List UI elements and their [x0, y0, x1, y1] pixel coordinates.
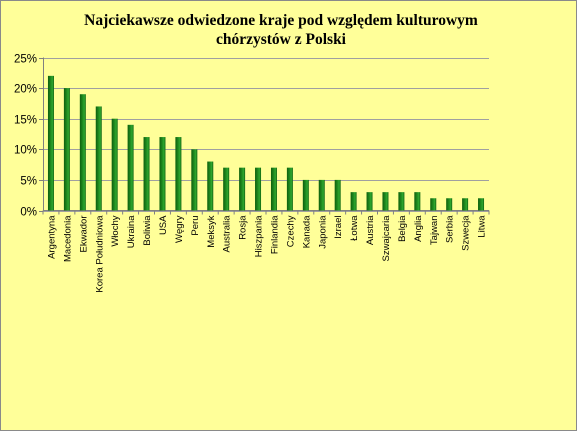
chart-title-line-1: Najciekawsze odwiedzone kraje pod względ… [84, 12, 478, 29]
x-category-label: Japonia [317, 215, 328, 249]
bar [318, 179, 325, 211]
x-category-label: Peru [190, 216, 201, 236]
bar [446, 198, 453, 211]
bar [111, 118, 118, 211]
bar [127, 124, 134, 211]
x-category-label: Litwa [477, 215, 488, 238]
x-category-label: Łotwa [349, 215, 360, 241]
y-tick-label: 5% [20, 176, 37, 188]
x-category-label: USA [158, 215, 169, 235]
y-tick-label: 0% [20, 207, 37, 219]
x-category-label: Ukraina [126, 215, 137, 248]
bar [239, 167, 246, 211]
x-category-label: Austria [365, 215, 376, 245]
bar [350, 192, 357, 211]
bar [270, 167, 277, 211]
x-category-label: Finlandia [269, 215, 280, 254]
x-category-label: Czechy [285, 215, 296, 247]
bar [143, 137, 150, 211]
x-category-label: Australia [222, 215, 233, 253]
bar [223, 167, 230, 211]
plot-area [43, 57, 489, 211]
bar [478, 198, 485, 211]
x-category-label: Włochy [110, 215, 121, 246]
bar [302, 179, 309, 211]
bar [334, 179, 341, 211]
chart-title: Najciekawsze odwiedzone kraje pod względ… [61, 11, 501, 49]
x-category-label: Boliwia [142, 215, 153, 246]
bar [366, 192, 373, 211]
y-tick-label: 15% [14, 115, 37, 127]
x-category-label: Rosja [238, 215, 249, 240]
x-category-label: Serbia [445, 215, 456, 243]
bar [191, 149, 198, 211]
x-category-label: Macedonia [62, 215, 73, 262]
chart-title-line-2: chórzystów z Polski [215, 31, 346, 48]
bar [47, 75, 54, 211]
x-category-label: Meksyk [206, 215, 217, 247]
x-category-label: Argentyna [46, 215, 57, 259]
x-category-label: Tajwan [429, 216, 440, 246]
x-category-label: Szwajcaria [381, 215, 392, 262]
bar [207, 161, 214, 211]
x-category-label: Izrael [333, 216, 344, 239]
bar [398, 192, 405, 211]
x-category-label: Anglia [413, 215, 424, 242]
bar [175, 137, 182, 211]
bar [286, 167, 293, 211]
x-category-label: Korea Południowa [94, 215, 105, 293]
bar [95, 106, 102, 211]
x-category-label: Kanada [301, 215, 312, 248]
bar [159, 137, 166, 211]
x-category-label: Belgia [397, 215, 408, 242]
x-category-label: Szwecja [461, 215, 472, 251]
bar [79, 94, 86, 211]
bar [414, 192, 421, 211]
bar [63, 88, 70, 211]
bar [430, 198, 437, 211]
bar [382, 192, 389, 211]
y-tick-label: 25% [14, 54, 37, 66]
bar [255, 167, 262, 211]
bar [462, 198, 469, 211]
x-category-label: Ekwador [78, 216, 89, 253]
y-tick-label: 10% [14, 145, 37, 157]
x-category-label: Węgry [174, 215, 185, 243]
x-category-label: Hiszpania [254, 215, 265, 257]
y-tick-label: 20% [14, 84, 37, 96]
